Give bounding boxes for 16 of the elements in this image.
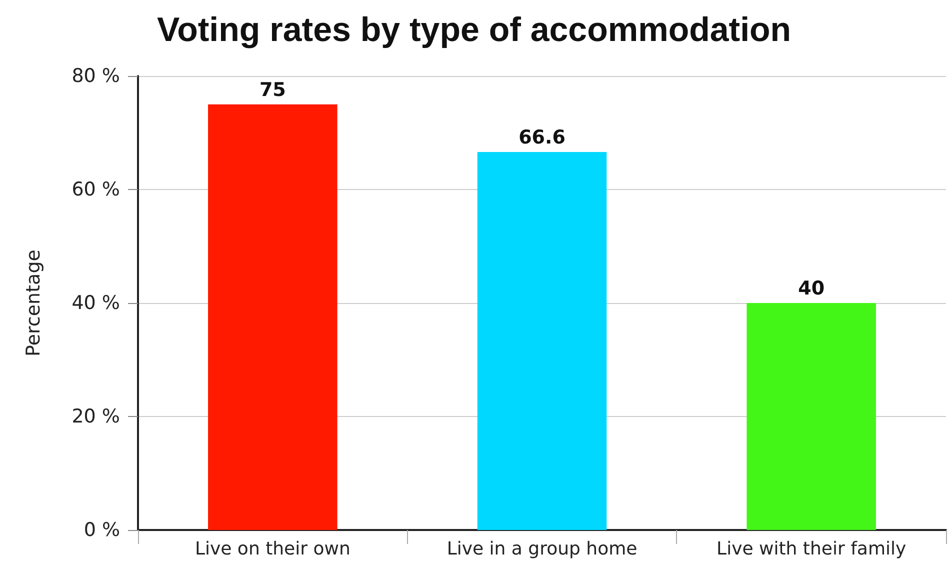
x-tick-label: Live in a group home (446, 538, 638, 560)
y-tick-label: 60 % (72, 178, 120, 200)
y-axis-title: Percentage (22, 250, 44, 356)
bar (746, 303, 876, 530)
y-tick-label: 40 % (72, 292, 120, 314)
x-tick-label: Live with their family (716, 538, 906, 560)
data-label: 40 (798, 278, 825, 300)
x-tick-label: Live on their own (194, 538, 350, 560)
bar (208, 104, 338, 530)
y-tick-label: 20 % (72, 406, 120, 428)
y-tick-label: 0 % (84, 519, 120, 541)
y-tick-label: 80 % (72, 65, 120, 87)
data-label: 66.6 (518, 126, 566, 149)
bar (477, 152, 607, 530)
data-label: 75 (259, 78, 286, 101)
chart-title: Voting rates by type of accommodation (156, 11, 792, 49)
